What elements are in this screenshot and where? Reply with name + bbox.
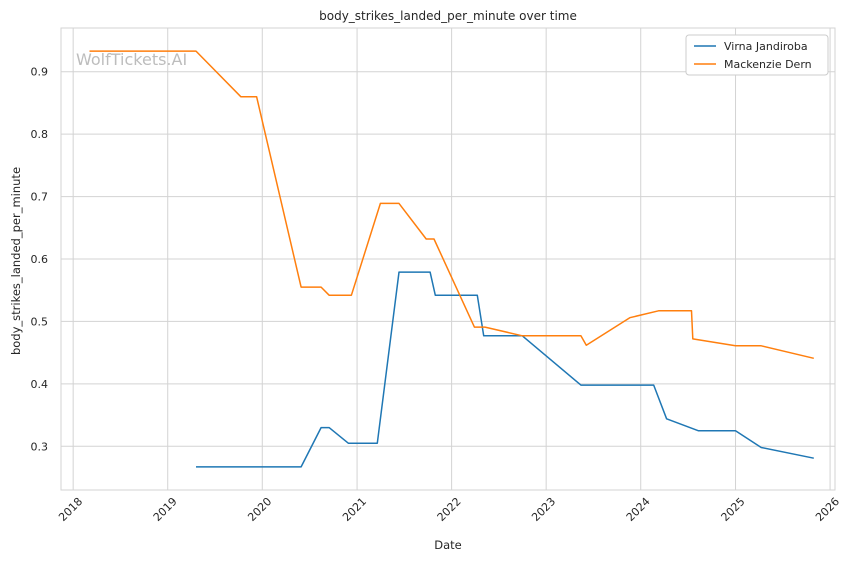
legend-label: Virna Jandiroba <box>724 40 808 53</box>
legend-box <box>685 34 829 76</box>
y-tick-label: 0.6 <box>31 253 49 266</box>
series-line-0 <box>196 271 814 468</box>
x-tick-label: 2018 <box>56 495 85 524</box>
plot-frame <box>60 27 836 491</box>
y-tick-label: 0.7 <box>31 191 49 204</box>
y-tick-labels: 0.3 0.4 0.5 0.6 0.7 0.8 0.9 <box>31 66 49 454</box>
watermark: WolfTickets.AI <box>76 50 187 69</box>
y-tick-label: 0.3 <box>31 440 49 453</box>
x-tick-label: 2020 <box>245 495 274 524</box>
y-tick-label: 0.8 <box>31 128 49 141</box>
chart-title: body_strikes_landed_per_minute over time <box>319 9 577 23</box>
series-line-1 <box>89 50 814 360</box>
y-gridlines <box>61 71 835 447</box>
x-tick-label: 2025 <box>719 495 748 524</box>
legend-label: Mackenzie Dern <box>724 58 812 71</box>
y-axis-label: body_strikes_landed_per_minute <box>9 167 23 355</box>
y-tick-label: 0.4 <box>31 378 49 391</box>
x-tick-label: 2023 <box>529 495 558 524</box>
x-axis-label: Date <box>434 538 462 552</box>
x-tick-label: 2022 <box>435 495 464 524</box>
legend: Virna Jandiroba Mackenzie Dern <box>685 34 829 76</box>
x-tick-label: 2024 <box>624 495 653 524</box>
y-tick-label: 0.5 <box>31 315 49 328</box>
x-tick-label: 2026 <box>813 495 842 524</box>
x-tick-labels: 2018 2019 2020 2021 2022 2023 2024 2025 2026 <box>56 495 842 524</box>
x-tick-label: 2019 <box>151 495 180 524</box>
y-tick-label: 0.9 <box>31 66 49 79</box>
x-tick-label: 2021 <box>340 495 369 524</box>
series-layer <box>89 50 814 468</box>
